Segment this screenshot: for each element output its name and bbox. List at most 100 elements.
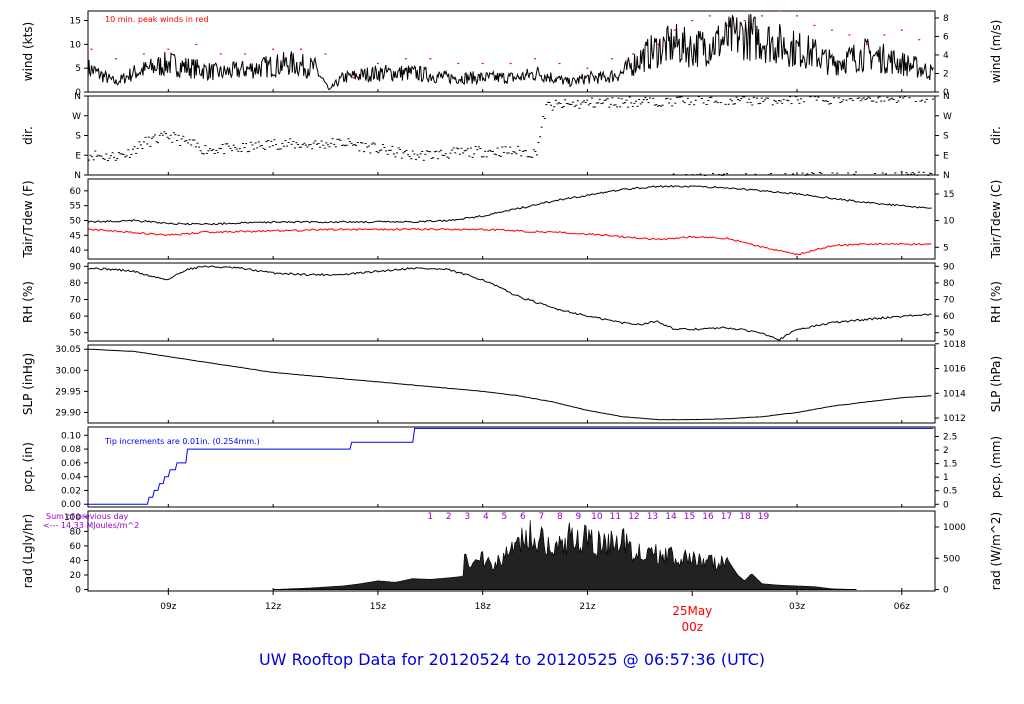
panel-frame-temp <box>87 178 936 260</box>
dir-point <box>191 139 194 141</box>
xaxis-label: 06z <box>894 602 910 612</box>
dir-point <box>226 143 229 145</box>
dir-point <box>350 142 353 144</box>
dir-point <box>655 104 658 106</box>
dir-point <box>108 157 111 159</box>
dir-point <box>726 173 729 175</box>
dir-point <box>793 174 796 176</box>
ytick-right-label-dir: E <box>943 151 949 161</box>
dir-point <box>141 148 144 150</box>
dir-point <box>897 100 900 102</box>
dir-point <box>421 150 424 152</box>
dir-point <box>168 138 171 140</box>
wind-peak-mark <box>900 29 903 31</box>
dir-point <box>487 150 490 152</box>
dir-point <box>666 97 669 99</box>
rad-hour-marker: 7 <box>538 512 544 522</box>
dir-point <box>543 117 546 119</box>
dir-point <box>647 102 650 104</box>
dir-point <box>366 146 369 148</box>
dir-point <box>292 140 295 142</box>
dir-point <box>345 144 348 146</box>
dir-point <box>914 100 917 102</box>
dir-point <box>678 96 681 98</box>
dir-point <box>867 96 870 98</box>
dir-point <box>441 154 444 156</box>
dir-point <box>251 144 254 146</box>
wind-peak-mark <box>691 20 694 22</box>
ylabel-dir: dir. <box>21 126 35 145</box>
dir-point <box>306 146 309 148</box>
dir-point <box>235 148 238 150</box>
dir-point <box>89 154 92 156</box>
dir-point <box>468 155 471 157</box>
series-group-temp <box>87 184 932 256</box>
ytick-label-slp: 30.00 <box>55 366 81 376</box>
dir-point <box>227 145 230 147</box>
dir-point <box>784 173 787 175</box>
rad-hour-marker: 3 <box>464 512 470 522</box>
dir-point <box>396 152 399 154</box>
dir-point <box>518 149 521 151</box>
rad-hour-marker: 14 <box>665 512 677 522</box>
dir-point <box>601 102 604 104</box>
rad-hour-marker: 6 <box>520 512 526 522</box>
dir-point <box>664 98 667 100</box>
dir-point <box>509 146 512 148</box>
ylabel-right-wind: wind (m/s) <box>989 20 1003 84</box>
wind-peak-mark <box>509 62 512 65</box>
dir-point <box>622 102 625 104</box>
dir-point <box>803 101 806 103</box>
ylabel-temp: Tair/Tdew (F) <box>21 180 35 258</box>
dir-point <box>477 146 480 148</box>
dir-point <box>322 144 325 146</box>
dir-point <box>326 144 329 146</box>
dir-point <box>719 102 722 104</box>
dir-point <box>862 97 865 99</box>
dir-point <box>722 173 725 175</box>
ytick-label-slp: 29.95 <box>55 387 81 397</box>
dir-point <box>174 134 177 136</box>
dir-point <box>686 97 689 99</box>
dir-point <box>765 97 768 99</box>
dir-point <box>172 132 175 134</box>
dir-point <box>199 150 202 152</box>
dir-point <box>817 96 820 98</box>
dir-point <box>924 101 927 103</box>
dir-point <box>356 142 359 144</box>
dir-point <box>127 149 130 151</box>
dir-point <box>188 139 191 141</box>
dir-point <box>917 171 920 173</box>
dir-point <box>221 144 224 146</box>
dir-point <box>627 106 630 108</box>
dir-point <box>517 145 520 147</box>
wind-peak-mark <box>219 53 222 55</box>
ytick-right-label-dir: W <box>943 112 952 122</box>
dir-point <box>403 151 406 153</box>
dir-point <box>436 158 439 160</box>
dir-point <box>410 158 413 160</box>
dir-point <box>661 104 664 106</box>
dir-point <box>858 97 861 99</box>
dir-point <box>586 99 589 101</box>
dir-point <box>466 148 469 150</box>
series-group-wind <box>87 10 934 91</box>
dir-point <box>528 156 531 158</box>
dir-point <box>359 142 362 144</box>
dir-point <box>163 131 166 133</box>
dir-point <box>353 143 356 145</box>
dir-point <box>641 101 644 103</box>
ytick-label-wind: 0 <box>75 88 81 98</box>
dir-point <box>352 144 355 146</box>
dir-point <box>908 97 911 99</box>
dir-point <box>245 143 248 145</box>
dir-point <box>798 102 801 104</box>
dir-point <box>834 174 837 176</box>
dir-point <box>932 98 935 100</box>
wind-speed-line <box>87 13 934 91</box>
dir-point <box>276 148 279 150</box>
dir-point <box>491 151 494 153</box>
dir-point <box>309 144 312 146</box>
dir-point <box>672 173 675 175</box>
dir-point <box>650 174 653 176</box>
